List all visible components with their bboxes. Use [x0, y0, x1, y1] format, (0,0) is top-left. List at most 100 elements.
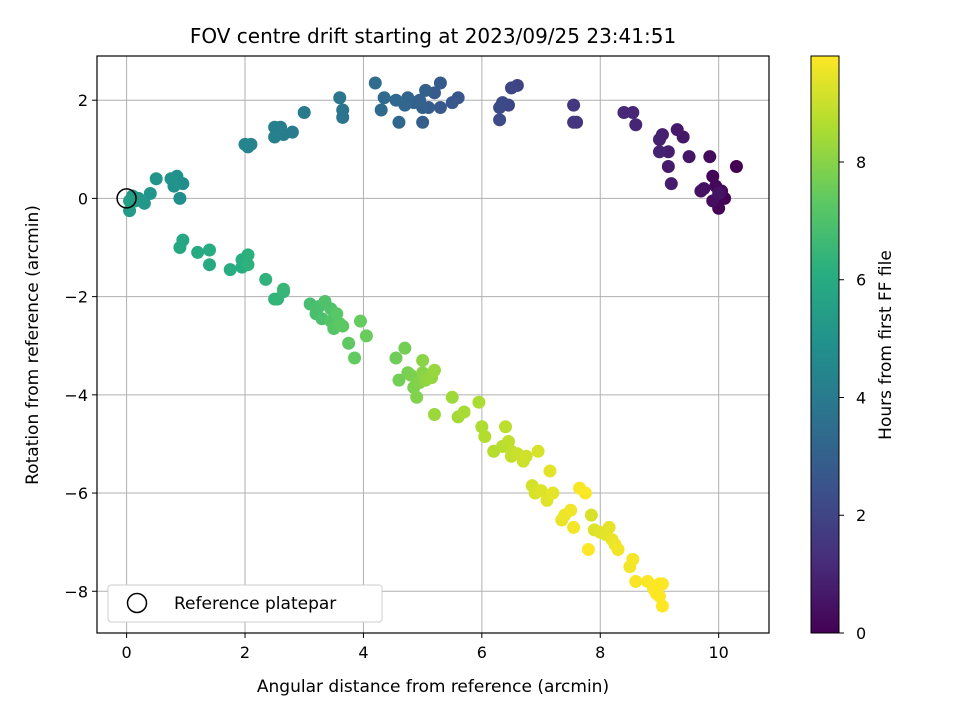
data-point — [629, 574, 643, 588]
x-tick-label: 8 — [595, 643, 605, 662]
data-point — [359, 329, 373, 343]
data-point — [626, 105, 640, 119]
data-point — [475, 420, 489, 434]
data-point — [173, 191, 187, 205]
plot-frame — [96, 55, 770, 634]
data-point — [652, 132, 666, 146]
data-point — [419, 83, 433, 97]
data-point — [297, 105, 311, 119]
data-point — [567, 520, 581, 534]
colorbar-label: Hours from first FF file — [876, 250, 896, 440]
data-point — [173, 241, 187, 255]
data-point — [392, 373, 406, 387]
colorbar-tick-label: 0 — [856, 624, 866, 643]
data-point — [143, 186, 157, 200]
data-point — [223, 263, 237, 277]
x-tick-label: 6 — [477, 643, 487, 662]
data-point — [336, 103, 350, 117]
x-tick-label: 0 — [122, 643, 132, 662]
data-point — [457, 405, 471, 419]
data-point — [729, 159, 743, 173]
data-point — [149, 172, 163, 186]
data-point — [655, 577, 669, 591]
data-point — [427, 407, 441, 421]
x-tick-label: 10 — [708, 643, 728, 662]
data-point — [543, 464, 557, 478]
data-point — [433, 101, 447, 115]
data-point — [392, 115, 406, 129]
data-point — [191, 245, 205, 259]
y-tick-label: −2 — [64, 288, 88, 307]
x-tick-label: 2 — [240, 643, 250, 662]
data-point — [277, 282, 291, 296]
legend-box — [107, 584, 383, 623]
colorbar: 0 2 4 6 8 Hours from first FF file — [810, 55, 896, 643]
reference-marker — [116, 188, 137, 209]
data-point — [164, 172, 178, 186]
grid — [97, 56, 769, 633]
data-point — [567, 98, 581, 112]
data-point — [694, 184, 708, 198]
y-tick-label: −8 — [64, 582, 88, 601]
data-point — [238, 137, 252, 151]
data-point — [504, 81, 518, 95]
data-point — [348, 351, 362, 365]
data-point — [268, 130, 282, 144]
data-point — [336, 319, 350, 333]
y-tick-label: 2 — [78, 91, 88, 110]
data-point — [581, 543, 595, 557]
data-point — [564, 503, 578, 517]
data-point — [682, 150, 696, 164]
data-point — [268, 120, 282, 134]
data-point — [712, 186, 726, 200]
data-point — [578, 486, 592, 500]
data-point — [493, 113, 507, 127]
colorbar-tick-label: 6 — [856, 271, 866, 290]
data-point — [652, 145, 666, 159]
data-points — [123, 76, 743, 613]
legend: Reference platepar — [107, 584, 383, 623]
data-point — [398, 341, 412, 355]
colorbar-ticks: 0 2 4 6 8 — [839, 153, 866, 643]
data-point — [670, 123, 684, 137]
reference-marker-group — [116, 188, 137, 209]
data-point — [259, 272, 273, 286]
data-point — [703, 150, 717, 164]
data-point — [342, 336, 356, 350]
data-point — [404, 368, 418, 382]
data-point — [123, 194, 137, 208]
colorbar-tick-label: 8 — [856, 153, 866, 172]
data-point — [330, 307, 344, 321]
data-point — [333, 91, 347, 105]
data-point — [501, 434, 515, 448]
data-point — [706, 169, 720, 183]
data-point — [602, 520, 616, 534]
data-point — [472, 395, 486, 409]
data-point — [416, 353, 430, 367]
y-axis: −8 −6 −4 −2 0 2 — [64, 91, 97, 601]
data-point — [629, 118, 643, 132]
data-point — [478, 430, 492, 444]
data-point — [368, 76, 382, 90]
data-point — [661, 159, 675, 173]
data-point — [611, 543, 625, 557]
data-point — [519, 449, 533, 463]
data-point — [546, 486, 560, 500]
data-point — [534, 484, 548, 498]
y-tick-label: −6 — [64, 484, 88, 503]
x-tick-label: 4 — [358, 643, 368, 662]
data-point — [531, 444, 545, 458]
data-point — [617, 105, 631, 119]
data-point — [584, 508, 598, 522]
data-point — [416, 115, 430, 129]
y-tick-label: 0 — [78, 189, 88, 208]
x-axis: 0 2 4 6 8 10 — [122, 633, 729, 662]
data-point — [377, 91, 391, 105]
colorbar-tick-label: 2 — [856, 506, 866, 525]
data-point — [499, 420, 513, 434]
x-axis-label: Angular distance from reference (arcmin) — [257, 677, 609, 697]
data-point — [626, 552, 640, 566]
data-point — [664, 177, 678, 191]
data-point — [374, 103, 388, 117]
